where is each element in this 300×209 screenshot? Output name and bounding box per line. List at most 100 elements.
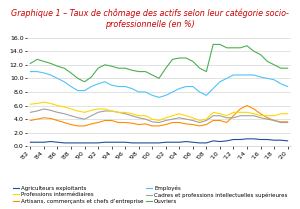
Agriculteurs exploitants bbox=[286, 140, 290, 142]
Employés bbox=[144, 91, 147, 93]
Agriculteurs exploitants bbox=[69, 142, 73, 144]
Employés bbox=[272, 78, 276, 81]
Artisans, commerçants et chefs d’entreprise bbox=[184, 123, 188, 125]
Artisans, commerçants et chefs d’entreprise bbox=[89, 123, 93, 125]
Professions intermédiaires bbox=[103, 108, 106, 110]
Employés bbox=[35, 70, 39, 73]
Professions intermédiaires bbox=[252, 112, 256, 115]
Employés bbox=[252, 74, 256, 76]
Employés bbox=[279, 83, 283, 85]
Legend: Agriculteurs exploitants, Professions intermédiaires, Artisans, commerçants et c: Agriculteurs exploitants, Professions in… bbox=[11, 183, 290, 206]
Artisans, commerçants et chefs d’entreprise bbox=[286, 121, 290, 123]
Employés bbox=[130, 87, 134, 90]
Agriculteurs exploitants bbox=[178, 141, 181, 144]
Agriculteurs exploitants bbox=[245, 138, 249, 140]
Artisans, commerçants et chefs d’entreprise bbox=[171, 121, 174, 124]
Cadres et professions intellectuelles supérieures bbox=[178, 116, 181, 119]
Employés bbox=[49, 74, 52, 76]
Employés bbox=[76, 89, 80, 92]
Artisans, commerçants et chefs d’entreprise bbox=[205, 123, 208, 126]
Ouvriers bbox=[83, 80, 86, 83]
Ouvriers bbox=[62, 67, 66, 69]
Employés bbox=[89, 85, 93, 88]
Ouvriers bbox=[286, 67, 290, 69]
Ouvriers bbox=[205, 70, 208, 73]
Line: Employés: Employés bbox=[30, 71, 288, 97]
Employés bbox=[198, 91, 201, 93]
Professions intermédiaires bbox=[110, 110, 113, 112]
Artisans, commerçants et chefs d’entreprise bbox=[157, 125, 161, 127]
Cadres et professions intellectuelles supérieures bbox=[28, 111, 32, 114]
Cadres et professions intellectuelles supérieures bbox=[130, 115, 134, 117]
Professions intermédiaires bbox=[218, 112, 222, 115]
Ouvriers bbox=[171, 58, 174, 61]
Ouvriers bbox=[89, 76, 93, 78]
Professions intermédiaires bbox=[123, 111, 127, 114]
Cadres et professions intellectuelles supérieures bbox=[96, 111, 100, 114]
Ouvriers bbox=[35, 58, 39, 61]
Professions intermédiaires bbox=[225, 115, 229, 117]
Agriculteurs exploitants bbox=[218, 140, 222, 143]
Ouvriers bbox=[130, 69, 134, 71]
Professions intermédiaires bbox=[76, 110, 80, 112]
Agriculteurs exploitants bbox=[150, 142, 154, 144]
Cadres et professions intellectuelles supérieures bbox=[103, 110, 106, 112]
Employés bbox=[69, 85, 73, 88]
Agriculteurs exploitants bbox=[42, 141, 46, 144]
Employés bbox=[191, 85, 195, 88]
Artisans, commerçants et chefs d’entreprise bbox=[42, 116, 46, 119]
Cadres et professions intellectuelles supérieures bbox=[123, 112, 127, 115]
Professions intermédiaires bbox=[56, 104, 59, 107]
Professions intermédiaires bbox=[266, 115, 269, 117]
Cadres et professions intellectuelles supérieures bbox=[232, 116, 235, 119]
Ouvriers bbox=[117, 67, 120, 69]
Ouvriers bbox=[150, 74, 154, 76]
Cadres et professions intellectuelles supérieures bbox=[76, 116, 80, 119]
Cadres et professions intellectuelles supérieures bbox=[245, 115, 249, 117]
Cadres et professions intellectuelles supérieures bbox=[191, 119, 195, 122]
Cadres et professions intellectuelles supérieures bbox=[62, 112, 66, 115]
Artisans, commerçants et chefs d’entreprise bbox=[96, 121, 100, 124]
Ouvriers bbox=[225, 47, 229, 49]
Professions intermédiaires bbox=[117, 111, 120, 114]
Artisans, commerçants et chefs d’entreprise bbox=[198, 125, 201, 127]
Cadres et professions intellectuelles supérieures bbox=[117, 111, 120, 114]
Ouvriers bbox=[238, 47, 242, 49]
Artisans, commerçants et chefs d’entreprise bbox=[191, 123, 195, 126]
Agriculteurs exploitants bbox=[117, 141, 120, 144]
Ouvriers bbox=[69, 72, 73, 74]
Professions intermédiaires bbox=[28, 103, 32, 105]
Professions intermédiaires bbox=[42, 101, 46, 103]
Ouvriers bbox=[252, 50, 256, 52]
Agriculteurs exploitants bbox=[266, 138, 269, 141]
Cadres et professions intellectuelles supérieures bbox=[184, 118, 188, 120]
Artisans, commerçants et chefs d’entreprise bbox=[35, 118, 39, 120]
Cadres et professions intellectuelles supérieures bbox=[205, 119, 208, 122]
Ouvriers bbox=[28, 62, 32, 65]
Ouvriers bbox=[272, 64, 276, 66]
Professions intermédiaires bbox=[205, 118, 208, 120]
Employés bbox=[150, 94, 154, 97]
Employés bbox=[42, 72, 46, 74]
Ouvriers bbox=[232, 47, 235, 49]
Employés bbox=[123, 85, 127, 88]
Line: Agriculteurs exploitants: Agriculteurs exploitants bbox=[30, 139, 288, 143]
Professions intermédiaires bbox=[184, 115, 188, 117]
Agriculteurs exploitants bbox=[130, 142, 134, 144]
Artisans, commerçants et chefs d’entreprise bbox=[232, 115, 235, 117]
Line: Professions intermédiaires: Professions intermédiaires bbox=[30, 102, 288, 120]
Professions intermédiaires bbox=[238, 111, 242, 114]
Professions intermédiaires bbox=[150, 118, 154, 120]
Professions intermédiaires bbox=[69, 108, 73, 110]
Cadres et professions intellectuelles supérieures bbox=[164, 119, 168, 122]
Ouvriers bbox=[218, 43, 222, 46]
Agriculteurs exploitants bbox=[272, 139, 276, 141]
Ouvriers bbox=[110, 65, 113, 67]
Cadres et professions intellectuelles supérieures bbox=[137, 116, 140, 119]
Artisans, commerçants et chefs d’entreprise bbox=[252, 108, 256, 110]
Artisans, commerçants et chefs d’entreprise bbox=[137, 123, 140, 126]
Agriculteurs exploitants bbox=[191, 141, 195, 144]
Professions intermédiaires bbox=[62, 106, 66, 108]
Employés bbox=[137, 91, 140, 93]
Agriculteurs exploitants bbox=[225, 140, 229, 142]
